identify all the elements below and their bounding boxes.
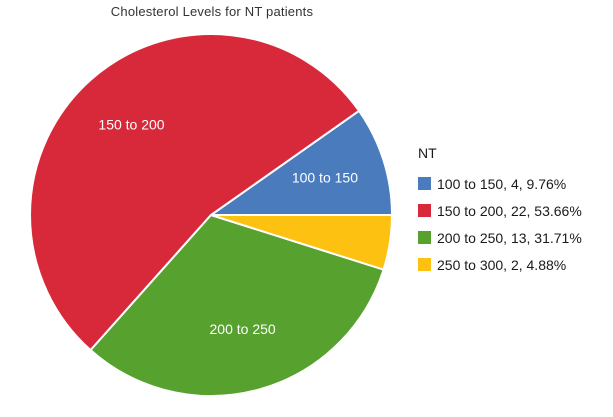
legend-item: 100 to 150, 4, 9.76% — [418, 170, 582, 197]
legend-item: 150 to 200, 22, 53.66% — [418, 197, 582, 224]
pie-slice-200-to-250[interactable] — [89, 214, 385, 397]
legend-swatch[interactable] — [418, 204, 431, 217]
legend-swatch[interactable] — [418, 258, 431, 271]
legend-item-label: 100 to 150, 4, 9.76% — [437, 175, 567, 192]
legend-item-label: 150 to 200, 22, 53.66% — [437, 202, 582, 219]
slice-label: 200 to 250 — [210, 321, 276, 337]
legend-items: 100 to 150, 4, 9.76% 150 to 200, 22, 53.6… — [418, 170, 582, 278]
legend: NT 100 to 150, 4, 9.76% 150 to 200, 22, 5… — [418, 145, 582, 278]
pie-slice-100-to-150[interactable] — [210, 109, 393, 216]
pie-slice-250-to-300[interactable] — [210, 214, 393, 271]
pie-slice-150-to-200[interactable] — [29, 33, 361, 352]
legend-swatch[interactable] — [418, 231, 431, 244]
chart-title: Cholesterol Levels for NT patients — [110, 4, 314, 19]
legend-swatch[interactable] — [418, 177, 431, 190]
slice-label: 150 to 200 — [98, 117, 164, 133]
legend-item: 250 to 300, 2, 4.88% — [418, 251, 582, 278]
legend-item: 200 to 250, 13, 31.71% — [418, 224, 582, 251]
legend-title: NT — [418, 145, 437, 161]
legend-item-label: 200 to 250, 13, 31.71% — [437, 229, 582, 246]
legend-item-label: 250 to 300, 2, 4.88% — [437, 256, 567, 273]
slice-label: 100 to 150 — [292, 170, 358, 186]
